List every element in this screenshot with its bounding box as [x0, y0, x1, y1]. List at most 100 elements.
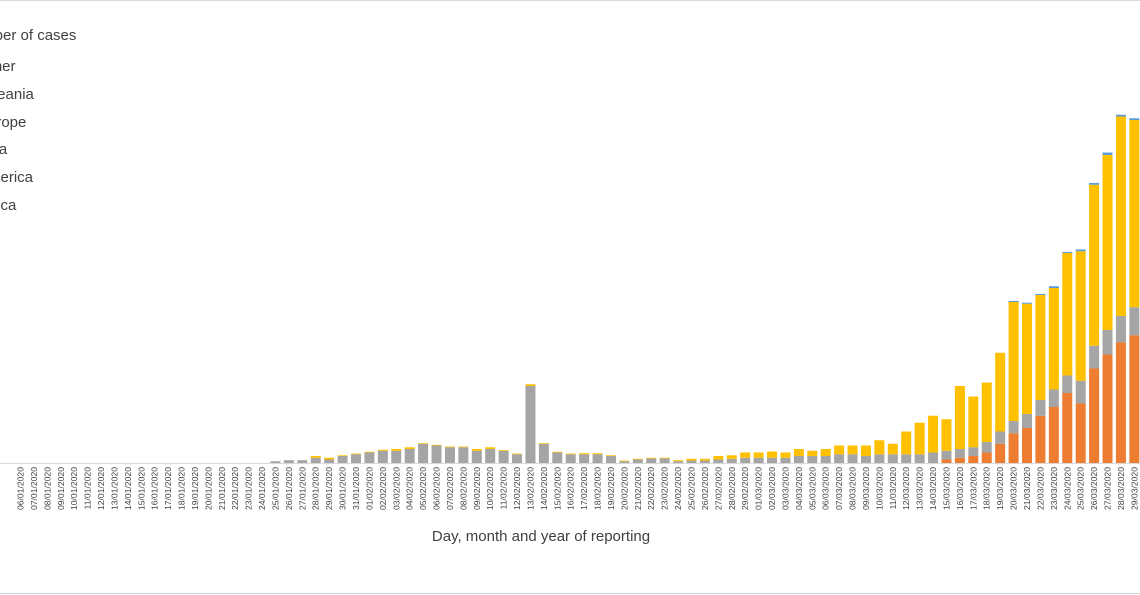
bar-segment-europe	[431, 444, 442, 446]
x-tick-label: 31/01/2020	[351, 467, 361, 510]
x-tick-label: 07/01/2020	[29, 467, 39, 510]
bar-segment-asia	[807, 456, 818, 463]
bar-segment-europe	[968, 396, 979, 448]
bar-segment-america	[1129, 335, 1140, 463]
x-tick-label: 02/03/2020	[767, 467, 777, 510]
x-tick-label: 19/02/2020	[606, 467, 616, 510]
bar-segment-asia	[444, 447, 455, 463]
bar-segment-europe	[914, 422, 925, 455]
bar-segment-america	[1102, 354, 1113, 463]
bar-segment-europe	[860, 445, 871, 456]
bar-segment-europe	[646, 457, 657, 459]
bar-segment-oceania	[1048, 286, 1059, 288]
x-tick-label: 16/01/2020	[150, 467, 160, 510]
x-tick-label: 15/02/2020	[552, 467, 562, 510]
bar-segment-asia	[377, 450, 388, 463]
x-tick-label: 12/03/2020	[901, 467, 911, 510]
x-tick-label: 28/03/2020	[1116, 467, 1126, 510]
bar-segment-america	[1075, 403, 1086, 463]
x-tick-label: 29/03/2020	[1129, 467, 1139, 510]
bar-segment-asia	[820, 456, 831, 463]
legend-item-asia: Asia	[0, 141, 7, 161]
x-tick-label: 06/01/2020	[16, 467, 26, 510]
bar-segment-asia	[860, 456, 871, 463]
x-tick-label: 06/03/2020	[821, 467, 831, 510]
bar-segment-oceania	[1008, 300, 1019, 302]
bar-segment-europe	[310, 456, 321, 458]
bar-segment-europe	[377, 449, 388, 451]
bar-segment-asia	[283, 460, 294, 463]
x-tick-label: 27/02/2020	[713, 467, 723, 510]
bar-segment-europe	[1035, 295, 1046, 400]
x-tick-label: 15/03/2020	[941, 467, 951, 510]
bar-segment-asia	[565, 454, 576, 463]
bar-segment-asia	[726, 458, 737, 463]
x-tick-label: 26/02/2020	[700, 467, 710, 510]
x-tick-label: 19/01/2020	[190, 467, 200, 510]
bar-segment-asia	[713, 459, 724, 463]
bar-segment-asia	[793, 456, 804, 463]
x-tick-label: 02/02/2020	[378, 467, 388, 510]
bar-segment-europe	[820, 449, 831, 456]
x-tick-label: 21/02/2020	[633, 467, 643, 510]
bar-segment-europe	[351, 453, 361, 455]
bar-segment-asia	[981, 442, 992, 453]
bar-segment-asia	[552, 452, 563, 463]
bar-segment-asia	[418, 443, 429, 463]
bar-segment-asia	[834, 454, 845, 463]
legend-label: Asia	[0, 141, 8, 159]
bar-segment-europe	[981, 382, 992, 442]
bar-segment-asia	[1008, 421, 1019, 434]
bar-segment-europe	[887, 443, 898, 455]
x-tick-label: 18/03/2020	[982, 467, 992, 510]
legend-item-africa: Africa	[0, 197, 16, 217]
bar-segment-america	[1048, 407, 1059, 463]
bar-segment-europe	[659, 457, 670, 459]
bar-segment-europe	[686, 458, 697, 461]
bar-segment-america	[1008, 433, 1019, 463]
bar-segment-asia	[632, 459, 643, 463]
bar-segment-asia	[686, 460, 697, 463]
bar-segment-oceania	[1089, 183, 1100, 185]
bar-segment-america	[1035, 415, 1046, 463]
x-tick-label: 19/03/2020	[995, 467, 1005, 510]
bar-segment-oceania	[1022, 302, 1032, 304]
x-tick-label: 26/01/2020	[284, 467, 294, 510]
bar-segment-europe	[632, 458, 643, 460]
x-tick-label: 23/01/2020	[244, 467, 254, 510]
bar-segment-asia	[512, 454, 523, 463]
x-tick-label: 08/03/2020	[848, 467, 858, 510]
legend-label: Europe	[0, 113, 27, 131]
legend-label: Africa	[0, 197, 17, 214]
bar-segment-asia	[364, 452, 375, 463]
bar-segment-europe	[1129, 120, 1140, 308]
x-tick-label: 04/02/2020	[405, 467, 415, 510]
bar-segment-asia	[310, 457, 321, 463]
bar-segment-europe	[324, 457, 335, 460]
x-tick-label: 25/01/2020	[270, 467, 280, 510]
bar-segment-europe	[699, 458, 710, 461]
x-tick-label: 08/01/2020	[42, 467, 52, 510]
bar-segment-asia	[767, 457, 778, 463]
bar-segment-europe	[1062, 253, 1073, 376]
bar-segment-europe	[767, 451, 778, 458]
x-tick-label: 21/03/2020	[1022, 467, 1032, 510]
x-tick-label: 17/02/2020	[579, 467, 589, 510]
bar-segment-asia	[847, 454, 858, 463]
bar-segment-europe	[780, 452, 791, 458]
x-tick-label: 07/02/2020	[445, 467, 455, 510]
top-rule	[0, 0, 1140, 1]
bar-segment-europe	[605, 455, 616, 456]
bar-segment-asia	[901, 454, 912, 463]
x-tick-label: 23/03/2020	[1049, 467, 1059, 510]
bar-segment-europe	[874, 440, 885, 455]
x-tick-label: 13/03/2020	[915, 467, 925, 510]
bar-segment-asia	[914, 454, 925, 463]
x-tick-label: 24/01/2020	[257, 467, 267, 510]
bar-segment-europe	[1008, 302, 1019, 421]
x-tick-label: 05/02/2020	[418, 467, 428, 510]
bar-segment-europe	[713, 456, 724, 460]
x-tick-label: 29/01/2020	[324, 467, 334, 510]
legend-label: America	[0, 169, 34, 187]
